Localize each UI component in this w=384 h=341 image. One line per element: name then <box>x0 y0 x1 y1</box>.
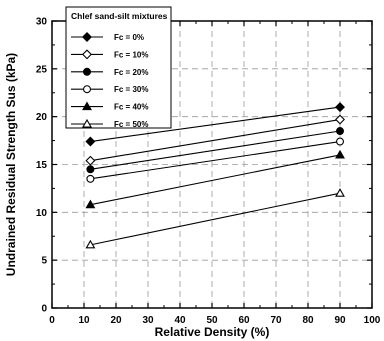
legend-label: Fc = 0% <box>114 33 144 42</box>
data-point <box>86 174 95 183</box>
legend: Chlef sand-silt mixtures Fc = 0% Fc = 10%… <box>65 6 172 129</box>
series-line <box>90 106 341 143</box>
y-tick-label: 30 <box>36 17 48 28</box>
legend-marker <box>82 118 92 128</box>
legend-title: Chlef sand-silt mixtures <box>71 11 168 21</box>
data-point <box>86 165 95 174</box>
data-point <box>336 127 344 136</box>
legend-item: Fc = 20% <box>71 68 148 77</box>
x-tick-label: 90 <box>334 315 346 326</box>
x-tick-label: 100 <box>364 315 381 326</box>
data-point <box>85 239 96 249</box>
data-point <box>85 199 96 209</box>
y-tick-label: 25 <box>36 64 48 75</box>
legend-item: Fc = 0% <box>71 32 144 42</box>
data-point <box>335 188 345 197</box>
x-tick-label: 60 <box>238 315 250 326</box>
legend-item: Fc = 50% <box>71 118 148 129</box>
x-axis-title: Relative Density (%) <box>155 325 270 339</box>
series-5 <box>85 188 345 249</box>
series-line <box>90 192 341 246</box>
series-line <box>90 140 341 180</box>
x-tick-label: 70 <box>270 315 282 326</box>
series-line <box>90 118 341 162</box>
legend-label: Fc = 10% <box>114 50 148 59</box>
data-point <box>336 137 344 146</box>
series-2 <box>86 127 344 174</box>
x-tick-label: 0 <box>49 315 55 326</box>
data-point <box>85 136 96 147</box>
axis-ticks: 0 10 20 30 40 50 60 70 80 90 100 0 5 10 15 20 25 30 <box>36 17 381 327</box>
x-tick-label: 40 <box>174 315 186 326</box>
x-tick-label: 50 <box>206 315 218 326</box>
x-tick-label: 10 <box>78 315 90 326</box>
legend-marker <box>83 85 91 94</box>
data-point <box>335 149 345 159</box>
series-3 <box>86 137 344 183</box>
legend-marker <box>82 101 92 111</box>
y-tick-label: 5 <box>41 256 47 267</box>
y-tick-label: 10 <box>36 208 48 219</box>
legend-marker <box>82 32 92 42</box>
series-0 <box>85 102 345 147</box>
series-4 <box>85 149 345 209</box>
series-line <box>90 130 341 170</box>
legend-label: Fc = 40% <box>114 103 148 112</box>
series-1 <box>85 114 345 166</box>
y-tick-label: 0 <box>41 304 47 315</box>
y-tick-label: 20 <box>36 112 48 123</box>
series-group <box>85 102 345 249</box>
x-tick-label: 80 <box>302 315 314 326</box>
x-tick-label: 30 <box>142 315 154 326</box>
legend-marker <box>82 49 92 60</box>
legend-item: Fc = 30% <box>71 85 148 94</box>
y-tick-label: 15 <box>36 160 48 171</box>
data-point <box>85 155 96 166</box>
y-axis-title: Undrained Residual Strength Sus (kPa) <box>4 53 18 276</box>
series-line <box>90 154 341 206</box>
data-point <box>335 114 345 125</box>
legend-label: Fc = 20% <box>114 68 148 77</box>
legend-marker <box>83 67 91 76</box>
legend-label: Fc = 30% <box>114 85 148 94</box>
legend-item: Fc = 40% <box>71 101 148 112</box>
legend-label: Fc = 50% <box>114 120 148 129</box>
legend-item: Fc = 10% <box>71 49 148 60</box>
data-point <box>335 102 345 113</box>
x-tick-label: 20 <box>110 315 122 326</box>
